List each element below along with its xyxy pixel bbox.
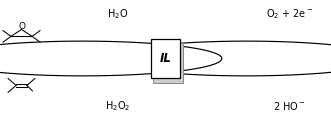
- Text: O$_2$ + 2e$^-$: O$_2$ + 2e$^-$: [266, 7, 313, 21]
- Text: 2 HO$^-$: 2 HO$^-$: [273, 101, 306, 112]
- Text: O: O: [18, 22, 25, 31]
- Text: H$_2$O: H$_2$O: [107, 7, 128, 21]
- Text: H$_2$O$_2$: H$_2$O$_2$: [105, 100, 130, 113]
- Bar: [153, 43, 183, 83]
- Bar: [151, 39, 180, 78]
- Text: IL: IL: [160, 52, 171, 65]
